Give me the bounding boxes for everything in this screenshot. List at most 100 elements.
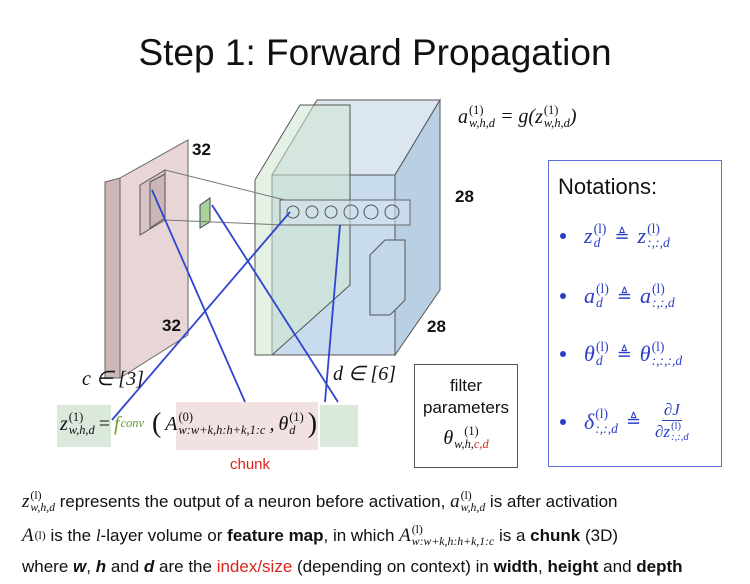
group: (l) d [595,339,609,369]
label: d ∈ [6] [333,363,396,385]
text: depth [636,557,683,576]
text: (l) [593,221,607,236]
group: A (0) w:w+k,h:h+k,1:c [165,409,266,437]
text: (0) [178,409,193,424]
equation: z (1) w,h,d = f conv ( A (0) w:w+k,h:h+k,1:c,… [60,408,317,440]
text: θ [278,412,289,435]
group: (1) w,h,c,d [454,424,489,451]
arrow-line [151,189,246,403]
group [560,293,566,300]
neuron [286,205,300,219]
group: (1) w,h,d [469,103,495,131]
text: θ [584,341,595,367]
text: w,h,d [543,116,570,131]
arrow-line [324,224,341,403]
group: (l) [35,529,46,542]
text: d [289,423,296,437]
text: = [98,412,111,435]
label: 32 [192,140,211,159]
group: ∂J ∂z (l):,:,d [655,400,689,443]
text: ≜ [616,343,632,364]
group: ∂z (l):,:,d [655,421,689,443]
input-slab-edge [104,177,121,379]
text: (depending on context) in [292,557,494,576]
text: :,:,d [595,420,618,436]
text: d [595,353,603,369]
group: (l):,:,d [671,421,689,443]
neuron-row [279,199,411,226]
group: h [96,557,106,577]
group: z (l) d [584,221,607,251]
group: θ (l) d [584,339,609,369]
text: w,h,d [469,116,495,131]
group: (0) w:w+k,h:h+k,1:c [178,409,266,437]
group: (l) w,h,d [461,489,486,515]
text: (l) [651,339,665,354]
neuron [324,205,338,219]
footer-line: where w, h and d are the index/size (dep… [22,557,683,577]
group: d [144,557,154,577]
text: (l) [595,406,609,422]
group: (1) w,h,d [543,103,570,131]
text: , [269,412,275,435]
text: w [73,557,87,576]
text: (l) [671,421,682,432]
group: A (l) [22,525,46,547]
text: (l) [651,281,665,296]
footer-line: A (l) is the l -layer volume or feature ma… [22,523,618,549]
text: l [95,526,101,546]
text: (1) [289,409,304,424]
text: where [22,557,74,576]
group: θ (l) d ≜ θ (l):,:,:,d [560,339,682,369]
text: θ [443,427,454,450]
theta-highlight [320,405,358,447]
text: is a [494,526,531,546]
group: δ (l):,:,d [584,406,618,436]
text: ∂J [661,400,682,421]
text: (1) [543,103,559,117]
text: (l) [595,339,609,354]
group: (1) d [289,409,304,437]
label: 28 [455,187,474,206]
text: width [493,557,538,576]
group [560,351,566,358]
group: θ (1) d [278,409,304,437]
text: , [86,557,96,576]
neurons [286,204,400,220]
text: feature map [227,526,324,546]
group: z (1) w,h,d [535,103,570,131]
text: a [458,105,468,128]
text: and [106,557,144,576]
group: (l):,:,d [595,406,618,436]
text: A [165,412,178,435]
text: a [584,283,595,309]
neuron [343,204,359,220]
notations-title: Notations: [558,174,658,199]
text: ≜ [614,225,630,246]
text: is after activation [485,492,618,512]
text: w,h,d [30,501,56,515]
projection-line [164,169,286,201]
label: 32 [162,316,181,335]
group: δ (l):,:,d ≜ ∂J ∂z (l):,:,d [560,400,689,443]
text: chunk [530,526,581,546]
text: :,:,d [671,432,689,444]
group: (l) d [593,221,607,251]
text: is the [45,526,96,546]
notations-box [548,160,722,467]
text: and [598,557,637,576]
text: w,h,d [68,423,95,437]
arrows [111,189,341,421]
group: a (l) w,h,d [450,489,486,515]
text: -layer volume or [100,526,228,546]
neuron [305,205,319,219]
text: (1) [68,409,84,424]
group [560,233,566,240]
feature-slab [254,104,351,356]
chunk-highlight [176,402,318,450]
input-slab [119,139,189,379]
label: c ∈ [3] [82,368,144,390]
text: ≜ [616,285,632,306]
text: index/size [216,557,293,576]
arrow-line [211,204,339,403]
